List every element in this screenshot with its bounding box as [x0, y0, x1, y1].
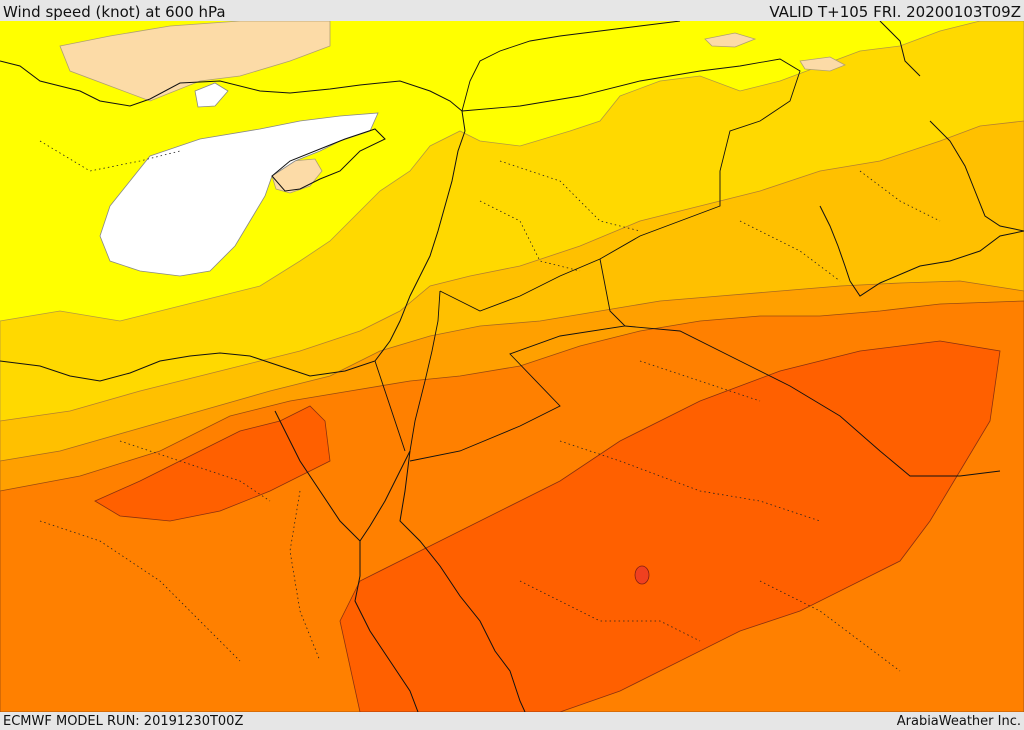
coastline-turkey	[0, 60, 466, 132]
band-light-tan-ne2	[704, 32, 757, 48]
coastline-sinai	[274, 410, 411, 542]
model-run: ECMWF MODEL RUN: 20191230T00Z	[3, 714, 244, 729]
band-red-orange-east	[339, 340, 1001, 712]
map-footer: ECMWF MODEL RUN: 20191230T00Z ArabiaWeat…	[0, 712, 1024, 729]
band-red-orange-west	[94, 405, 331, 522]
map-header: Wind speed (knot) at 600 hPa VALID T+105…	[0, 0, 1024, 21]
coastline-caspian	[879, 21, 921, 77]
coastline-iran	[929, 120, 1024, 232]
band-light-tan-north	[59, 21, 331, 102]
border-turkey	[461, 21, 681, 112]
credit: ArabiaWeather Inc.	[896, 714, 1021, 729]
provincial-boundaries	[39, 140, 941, 672]
map-title: Wind speed (knot) at 600 hPa	[3, 3, 226, 21]
wind-speed-map[interactable]	[0, 21, 1024, 712]
border-egypt-israel	[374, 360, 406, 452]
band-red-spot	[634, 565, 650, 585]
coastline-red-sea-west	[354, 541, 419, 712]
coastline-gulf	[819, 205, 1024, 297]
band-light-tan-ne	[799, 56, 846, 72]
border-syria-iraq	[439, 58, 801, 312]
band-calm-small	[194, 82, 229, 108]
coastline-cyprus	[271, 128, 386, 192]
border-israel-jordan	[409, 290, 441, 452]
coastline-levant	[0, 130, 466, 382]
coastline-red-sea-east	[399, 450, 526, 712]
valid-time: VALID T+105 FRI. 20200103T09Z	[769, 3, 1021, 21]
border-jordan-saudi	[409, 258, 626, 462]
border-iraq-saudi	[624, 325, 1001, 477]
